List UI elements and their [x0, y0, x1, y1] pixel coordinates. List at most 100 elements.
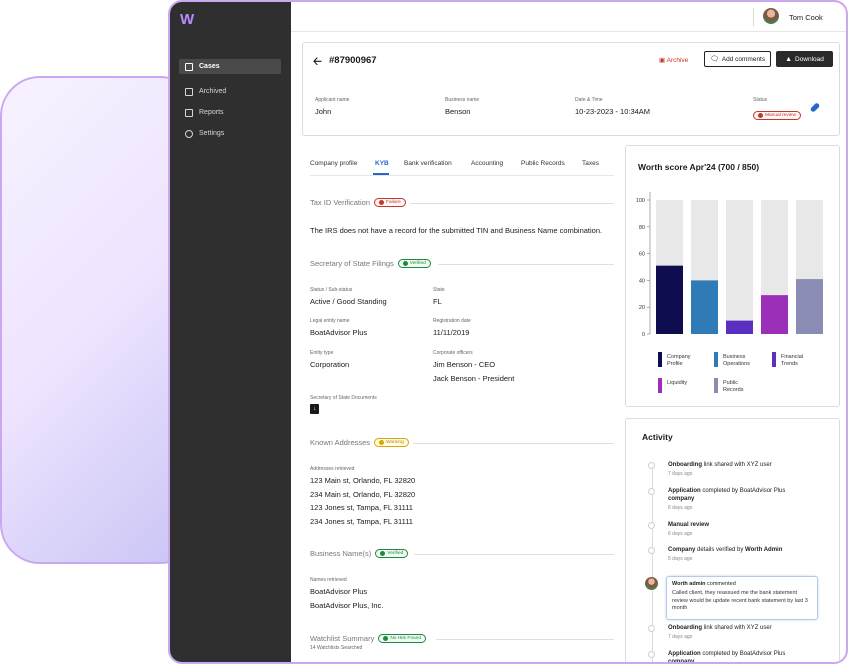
add-comments-button[interactable]: 🗨 Add comments: [704, 51, 771, 67]
legend-label: Company: [667, 354, 691, 360]
badge-text: Failure: [386, 200, 401, 205]
y-tick-label: 40: [639, 278, 645, 284]
legend-label: Financial: [781, 354, 803, 360]
activity-bold: Manual review: [668, 522, 710, 528]
legend-label: Profile: [667, 361, 683, 367]
sidebar-item-reports[interactable]: Reports: [179, 105, 281, 120]
watchlist-sub: 14 Watchlists Searched: [310, 645, 363, 651]
addresses-label: Addresses retrieved: [310, 466, 355, 472]
legal-entity-label: Legal entity name: [310, 318, 350, 324]
section-divider: [410, 203, 614, 204]
edit-pencil-icon[interactable]: [809, 102, 821, 113]
section-divider: [414, 554, 614, 555]
sidebar-item-cases[interactable]: Cases: [179, 59, 281, 74]
archive-button[interactable]: ▣ Archive: [659, 56, 688, 64]
section-title-text: Tax ID Verification: [310, 198, 371, 207]
activity-item: Application completed by BoatAdvisor Plu…: [668, 487, 808, 503]
sidebar-item-label: Reports: [199, 109, 224, 116]
comment-icon: 🗨: [709, 56, 719, 63]
activity-item: Company details verified by Worth Admin: [668, 546, 808, 554]
officers-label: Corporate officers: [433, 350, 473, 356]
back-arrow-icon[interactable]: 🡠: [313, 56, 322, 68]
archive-label: Archive: [666, 57, 689, 64]
sidebar-item-archived[interactable]: Archived: [179, 84, 281, 99]
download-document-icon[interactable]: ↓: [310, 404, 319, 414]
activity-time: 5 days ago: [668, 556, 693, 562]
tax-id-section-title: Tax ID Verification Failure: [310, 198, 406, 207]
legend-label: Business: [723, 354, 746, 360]
comment-author: Worth admin: [672, 581, 706, 587]
verified-badge: Verified: [375, 549, 409, 558]
legend-swatch: [714, 352, 718, 367]
addresses-section-title: Known Addresses Warning: [310, 438, 409, 447]
address-item: 123 Jones st, Tampa, FL 31111: [310, 503, 413, 512]
alert-icon: [758, 113, 763, 118]
section-divider: [438, 264, 614, 265]
activity-bold: company: [668, 659, 695, 664]
check-icon: [380, 551, 386, 556]
activity-rest: link shared with XYZ user: [702, 625, 772, 631]
admin-avatar: [645, 577, 658, 590]
timeline-dot: [648, 651, 655, 658]
timeline-dot: [648, 522, 655, 529]
tab-bar: Company profile KYB Bank verification Ac…: [310, 156, 614, 176]
status-label: Status: [753, 97, 768, 103]
tab-kyb[interactable]: KYB: [375, 160, 389, 167]
bar-1: [656, 265, 683, 334]
officer-2: Jack Benson - President: [433, 374, 515, 383]
tab-bank-verification[interactable]: Bank verification: [404, 160, 452, 167]
sos-state-value: FL: [433, 297, 442, 306]
bar-5: [796, 279, 823, 334]
activity-time: 7 days ago: [668, 634, 693, 640]
failure-badge: Failure: [374, 198, 406, 207]
sidebar-item-settings[interactable]: Settings: [179, 126, 281, 141]
download-icon: ▲: [785, 55, 792, 63]
legend-label: Operations: [723, 361, 750, 367]
activity-bold: Application: [668, 488, 701, 494]
document-icon: [185, 108, 193, 117]
no-hits-badge: No Hits Found: [378, 634, 426, 643]
business-value: Benson: [445, 107, 471, 116]
entity-type-value: Corporation: [310, 360, 350, 369]
worth-score-title: Worth score Apr'24 (700 / 850): [638, 162, 760, 172]
address-item: 234 Jones st, Tampa, FL 31111: [310, 517, 413, 526]
check-icon: [402, 261, 408, 266]
comment-body: Called client, they reassued me the bank…: [672, 590, 808, 611]
tab-accounting[interactable]: Accounting: [471, 160, 504, 167]
tab-public-records[interactable]: Public Records: [521, 160, 565, 167]
download-label: Download: [795, 55, 824, 63]
watchlist-section-title: Watchlist Summary No Hits Found: [310, 634, 426, 643]
sos-state-label: State: [433, 287, 445, 293]
document-icon: [185, 87, 193, 96]
activity-item: Onboarding link shared with XYZ user: [668, 624, 808, 632]
tab-taxes[interactable]: Taxes: [582, 160, 599, 167]
user-name[interactable]: Tom Cook: [789, 13, 823, 22]
tab-company-profile[interactable]: Company profile: [310, 160, 358, 167]
activity-bold: Worth Admin: [745, 547, 783, 553]
date-value: 10-23-2023 - 10:34AM: [575, 107, 651, 116]
activity-bold: company: [668, 496, 695, 502]
legend-swatch: [658, 352, 662, 367]
download-button[interactable]: ▲ Download: [776, 51, 833, 67]
app-logo: W: [180, 11, 194, 28]
activity-time: 6 days ago: [668, 505, 693, 511]
top-bar: Tom Cook: [291, 2, 846, 32]
legend-label: Public: [723, 380, 738, 386]
timeline-dot: [648, 547, 655, 554]
timeline-line: [652, 464, 653, 662]
comment-box: Worth admin commented Called client, the…: [666, 576, 818, 620]
case-header-card: 🡠 #87900967 ▣ Archive 🗨 Add comments ▲ D…: [302, 42, 840, 136]
sos-documents-label: Secretary of State Documents: [310, 395, 377, 401]
sidebar: W Cases Archived Reports Settings: [170, 2, 291, 662]
divider: [753, 8, 754, 26]
tabs-divider: [310, 175, 614, 176]
y-tick-label: 80: [639, 225, 645, 231]
activity-title: Activity: [642, 432, 673, 442]
badge-text: Warning: [386, 440, 404, 445]
warning-icon: [379, 440, 385, 445]
y-tick-label: 20: [639, 305, 645, 311]
status-badge: Manual review: [753, 105, 801, 123]
activity-card: Activity Onboarding link shared with XYZ…: [625, 418, 840, 664]
user-avatar[interactable]: [763, 8, 779, 24]
